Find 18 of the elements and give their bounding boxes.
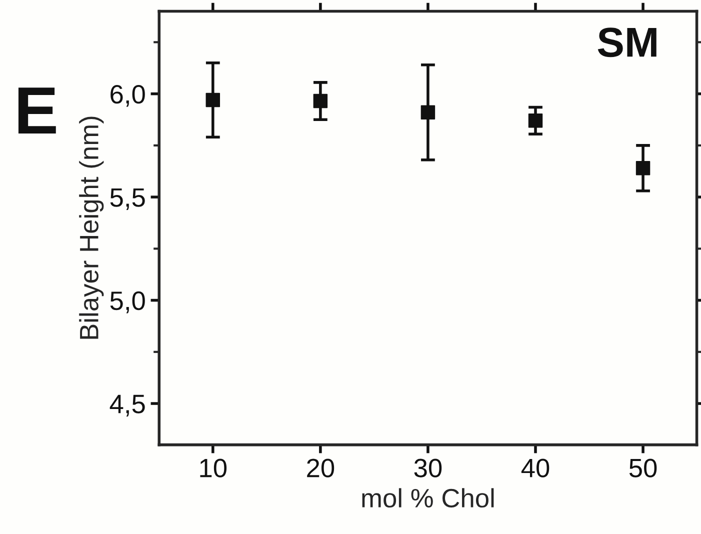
annotation: SM <box>598 28 656 58</box>
x-tick-label: 50 <box>629 458 657 478</box>
y-tick-label: 5,5 <box>110 188 145 210</box>
y-tick-label: 6,0 <box>110 84 145 107</box>
y-tick-label: 5,0 <box>110 291 145 314</box>
point <box>313 94 328 108</box>
x-tick-label: 20 <box>307 458 334 478</box>
x-tick-label: 40 <box>521 458 550 478</box>
x-tick-label: 30 <box>414 458 442 478</box>
y-axis-title: Bilayer Height (nm) <box>79 116 104 339</box>
text: E <box>18 88 56 134</box>
point <box>420 105 436 120</box>
x-tick-label: 10 <box>200 458 227 478</box>
point <box>206 92 220 108</box>
x-axis-title: mol % Chol <box>362 488 494 508</box>
point <box>636 161 650 176</box>
point <box>528 114 543 128</box>
y-tick-label: 4,5 <box>110 394 145 416</box>
